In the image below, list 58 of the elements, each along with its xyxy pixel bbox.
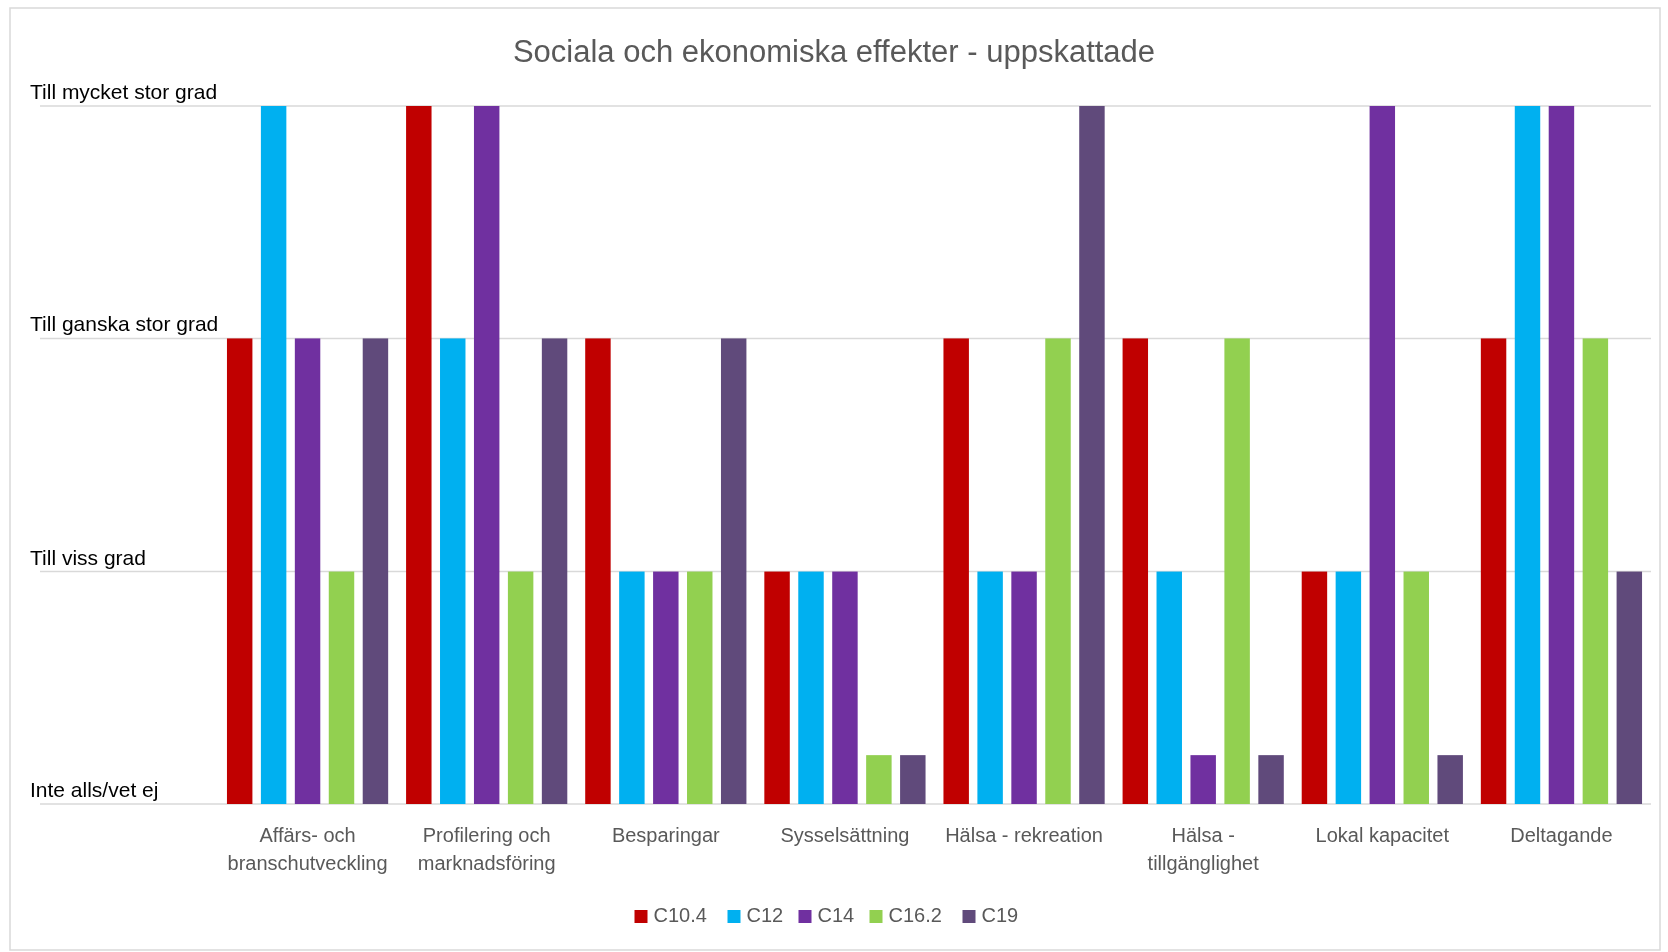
legend-label: C19 [981,904,1019,927]
legend-label: C16.2 [888,904,942,927]
chart-title: Sociala och ekonomiska effekter - uppskattade [512,34,1156,69]
bar [294,338,321,804]
bar [1190,755,1216,804]
bar [866,755,892,804]
bar [226,338,253,804]
bar [977,571,1003,804]
bar [832,571,858,804]
bar [507,571,534,804]
ref-line-label: Till ganska stor grad [30,312,219,336]
bar [1079,106,1105,804]
bar [1335,571,1362,804]
legend-label: C10.4 [653,904,707,927]
x-tick-label: Profilering och marknadsföring [417,824,556,874]
ref-line-label: Inte alls/vet ej [30,778,159,801]
bar [1224,338,1250,804]
bar [720,338,747,804]
bar [653,571,679,804]
x-tick-label: Hälsa - tillgänglighet [1147,824,1260,874]
bar [1616,571,1643,804]
bar [473,106,500,804]
bar [619,571,645,804]
legend-label: C14 [817,904,855,927]
bar [798,571,824,804]
bar [260,106,287,804]
x-tick-label: Hälsa - rekreation [945,824,1103,846]
bar [1514,106,1541,804]
bar [1301,571,1328,804]
x-tick-label: Affärs- och branschutveckling [227,824,388,874]
bar [585,338,611,804]
bar [1045,338,1071,804]
bar [900,755,926,804]
bar [1582,338,1609,804]
bar [1480,338,1507,804]
x-tick-label: Lokal kapacitet [1315,824,1450,846]
bar [1258,755,1284,804]
bar [1011,571,1037,804]
legend-label: C12 [746,904,784,927]
bar [440,338,466,804]
bar [1156,571,1182,804]
bar [764,571,790,804]
bar [1369,106,1396,804]
bar [943,338,969,804]
bar [406,106,432,804]
x-tick-label: Deltagande [1510,824,1613,846]
ref-line-label: Till viss grad [30,545,146,569]
bar [1403,571,1429,804]
x-tick-label: Sysselsättning [780,824,910,846]
x-tick-label: Besparingar [611,824,721,846]
ref-line-label: Till mycket stor grad [30,80,218,103]
bar [362,338,389,804]
bar [687,571,713,804]
bar [541,338,568,804]
bar [1548,106,1575,804]
bar [1122,338,1149,804]
bar [1437,755,1463,804]
bar [328,571,355,804]
